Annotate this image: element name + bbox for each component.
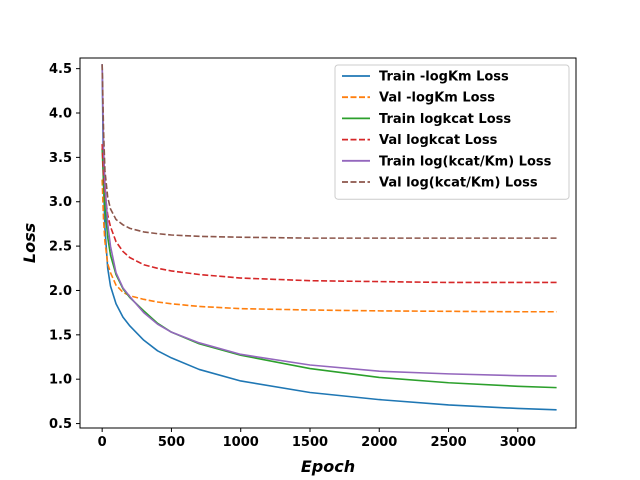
series-line-2: [101, 179, 557, 313]
x-tick-label: 2500: [430, 435, 466, 450]
x-tick-label: 500: [158, 435, 185, 450]
legend: Train -logKm Loss Val -logKm Loss Train lo…: [334, 64, 570, 200]
x-tick-label: 2000: [361, 435, 397, 450]
y-axis-title: Loss: [20, 223, 39, 263]
legend-label: Train log(kcat/Km) Loss: [379, 154, 552, 169]
x-tick-label: 0: [98, 435, 107, 450]
y-tick-label: 1.5: [49, 328, 72, 343]
plot-frame: [79, 57, 577, 429]
x-axis-title: Epoch: [301, 457, 355, 476]
y-tick-label: 2.5: [49, 240, 72, 255]
y-tick-label: 1.0: [49, 373, 72, 388]
series-line-3: [101, 148, 557, 389]
y-tick-label: 3.0: [49, 195, 72, 210]
y-tick-label: 4.5: [49, 62, 72, 77]
x-axis-ticks: 0 500 1000 1500 2000 2500 3000: [98, 428, 536, 450]
series-line-5: [101, 64, 557, 377]
y-tick-label: 0.5: [49, 417, 72, 432]
x-tick-label: 1000: [223, 435, 259, 450]
y-tick-label: 3.5: [49, 151, 72, 166]
legend-label: Val -logKm Loss: [379, 91, 495, 106]
series-line-6: [101, 64, 557, 239]
y-tick-label: 4.0: [49, 107, 72, 122]
y-axis-ticks: 0.5 1.0 1.5 2.0 2.5 3.0 3.5 4.0 4.5: [49, 62, 80, 432]
series-line-4: [101, 144, 557, 284]
y-tick-label: 2.0: [49, 284, 72, 299]
legend-label: Val logkcat Loss: [379, 133, 498, 148]
x-tick-label: 1500: [292, 435, 328, 450]
legend-box: [334, 64, 570, 200]
x-tick-label: 3000: [500, 435, 536, 450]
legend-label: Val log(kcat/Km) Loss: [379, 176, 538, 191]
plot-lines: [101, 64, 557, 411]
legend-label: Train -logKm Loss: [379, 70, 509, 85]
legend-label: Train logkcat Loss: [379, 112, 511, 127]
